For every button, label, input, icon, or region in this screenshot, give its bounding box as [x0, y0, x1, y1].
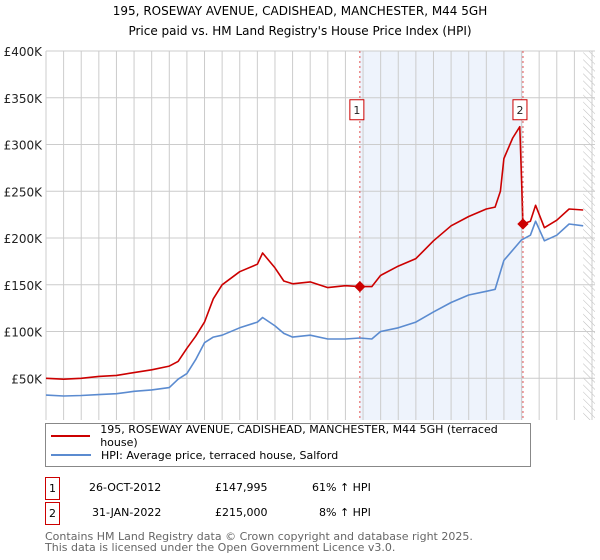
- y-tick-label: £200K: [4, 232, 44, 246]
- footer-licence: This data is licensed under the Open Gov…: [45, 541, 396, 554]
- sale-price: £147,995: [215, 481, 268, 494]
- transaction-row: 2 31-JAN-2022 £215,000 8% ↑ HPI: [45, 502, 545, 525]
- legend-label: HPI: Average price, terraced house, Salf…: [101, 448, 339, 462]
- sale-badge: 1: [45, 477, 60, 500]
- sale-date: 31-JAN-2022: [92, 506, 162, 519]
- y-tick-label: £250K: [4, 185, 44, 199]
- sale-date: 26-OCT-2012: [89, 481, 162, 494]
- shaded-ownership-period: [359, 51, 523, 425]
- y-tick-label: £150K: [4, 279, 44, 293]
- y-tick-label: £350K: [4, 92, 44, 106]
- blue-line-swatch: [51, 454, 91, 456]
- chart-title: 195, ROSEWAY AVENUE, CADISHEAD, MANCHEST…: [113, 4, 487, 18]
- transaction-row: 1 26-OCT-2012 £147,995 61% ↑ HPI: [45, 477, 545, 500]
- sale-price: £215,000: [215, 506, 268, 519]
- footer: Contains HM Land Registry data © Crown c…: [45, 531, 473, 553]
- sale-label-box: [349, 99, 365, 121]
- sale-hpi-diff: 8% ↑ HPI: [319, 506, 371, 519]
- sale-point-diamond: [517, 218, 529, 230]
- sale-badge: 2: [45, 502, 60, 525]
- y-tick-label: £50K: [11, 372, 43, 386]
- legend-label: 195, ROSEWAY AVENUE, CADISHEAD, MANCHEST…: [100, 423, 498, 449]
- legend-item-hpi: HPI: Average price, terraced house, Salf…: [46, 446, 338, 464]
- legend-item-property: 195, ROSEWAY AVENUE, CADISHEAD, MANCHEST…: [46, 423, 530, 449]
- price-chart: 195, ROSEWAY AVENUE, CADISHEAD, MANCHEST…: [4, 4, 600, 461]
- sale-label-box: [512, 99, 528, 121]
- sale-label-number: 1: [353, 104, 360, 117]
- chart-subtitle: Price paid vs. HM Land Registry's House …: [128, 24, 471, 38]
- sale-point-diamond: [354, 280, 366, 293]
- footer-copyright: Contains HM Land Registry data © Crown c…: [45, 530, 473, 543]
- red-line-swatch: [51, 435, 91, 437]
- y-tick-label: £0: [27, 419, 42, 420]
- hpi-line: [45, 220, 584, 397]
- chart-legend: 195, ROSEWAY AVENUE, CADISHEAD, MANCHEST…: [45, 423, 531, 467]
- property-price-line: [45, 125, 584, 381]
- hatched-future-region: [583, 51, 595, 425]
- y-tick-label: £100K: [4, 326, 44, 340]
- sale-hpi-diff: 61% ↑ HPI: [312, 481, 371, 494]
- sale-label-number: 2: [516, 104, 523, 117]
- y-tick-label: £400K: [4, 45, 44, 59]
- y-tick-label: £300K: [4, 139, 44, 153]
